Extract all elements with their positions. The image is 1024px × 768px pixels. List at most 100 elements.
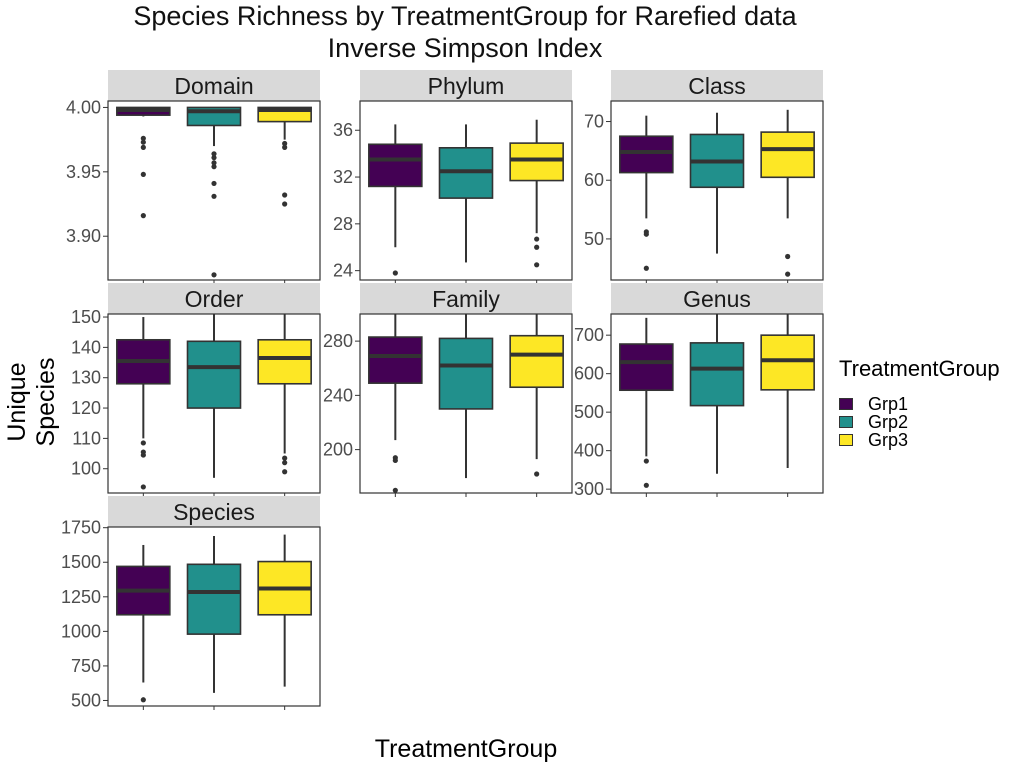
y-tick-label: 750 — [71, 656, 101, 676]
outlier-point — [282, 460, 288, 466]
outlier-point — [140, 452, 146, 458]
facet-strip — [360, 283, 572, 314]
outlier-point — [140, 171, 146, 178]
panel-border — [610, 100, 824, 281]
box-grp3 — [760, 334, 815, 391]
facet-order: Order 100 110 120 130 140 150 — [71, 283, 321, 497]
y-tick-label: 130 — [71, 368, 101, 388]
outlier-point — [140, 440, 146, 446]
facet-strip — [108, 283, 320, 314]
outlier-point — [534, 471, 540, 477]
panel-border — [359, 313, 573, 494]
outlier-point — [140, 144, 146, 150]
outlier-point — [392, 457, 398, 464]
box-grp1 — [619, 135, 674, 174]
panel-border — [610, 313, 824, 494]
facet-domain: Domain 3.90 3.95 4.00 — [66, 70, 321, 284]
box-grp3 — [509, 334, 564, 389]
outlier-point — [140, 697, 146, 703]
facet-strip — [611, 283, 823, 314]
facet-strip-label: Class — [688, 73, 746, 99]
facet-family: Family 200 240 280 — [323, 283, 573, 497]
outlier-point — [534, 262, 540, 268]
panel-border — [107, 526, 321, 707]
facet-strip-label: Species — [173, 499, 255, 525]
y-tick-label: 500 — [574, 402, 604, 422]
outlier-point — [140, 139, 146, 145]
chart-subtitle: Inverse Simpson Index — [327, 33, 603, 63]
y-tick-label: 110 — [72, 428, 101, 448]
outlier-point — [140, 484, 146, 490]
y-tick-label: 140 — [71, 337, 101, 357]
box-grp3 — [509, 142, 564, 182]
outlier-point — [282, 469, 288, 475]
box-grp3 — [760, 131, 815, 179]
y-axis-label: Unique Species — [3, 357, 60, 447]
legend-key-grp1 — [839, 398, 853, 410]
outlier-point — [211, 151, 217, 157]
y-tick-label: 36 — [333, 120, 353, 140]
y-tick-label: 4.00 — [66, 97, 101, 117]
box-grp1 — [368, 336, 423, 384]
y-tick-label: 400 — [574, 441, 604, 461]
outlier-point — [140, 135, 146, 141]
box-grp1 — [619, 343, 674, 392]
outlier-point — [211, 193, 217, 199]
facet-strip-label: Genus — [683, 286, 751, 312]
legend-title: TreatmentGroup — [839, 356, 1000, 381]
outlier-point — [282, 455, 288, 461]
y-tick-label: 1250 — [61, 587, 101, 607]
outlier-point — [643, 458, 649, 464]
y-tick-label: 70 — [584, 112, 604, 132]
outlier-point — [643, 265, 649, 271]
facet-strip — [360, 70, 572, 101]
facet-strip-label: Phylum — [428, 73, 505, 99]
y-tick-label: 200 — [323, 440, 353, 460]
outlier-point — [392, 270, 398, 276]
x-axis-label: TreatmentGroup — [374, 735, 558, 763]
y-tick-label: 3.90 — [66, 226, 101, 246]
legend-label-grp1: Grp1 — [868, 394, 909, 414]
y-tick-label: 60 — [584, 170, 604, 190]
y-tick-label: 300 — [574, 479, 604, 499]
box-grp3 — [257, 338, 312, 385]
legend-label-grp2: Grp2 — [868, 412, 909, 432]
outlier-point — [211, 272, 217, 278]
y-tick-label: 100 — [71, 459, 101, 479]
y-tick-label: 24 — [333, 261, 353, 281]
y-tick-label: 3.95 — [66, 162, 101, 182]
y-tick-label: 1500 — [61, 552, 101, 572]
legend-label-grp3: Grp3 — [868, 430, 909, 450]
outlier-point — [211, 155, 217, 161]
box-grp1 — [368, 143, 423, 188]
legend-key-grp3 — [839, 434, 853, 446]
y-tick-label: 600 — [574, 364, 604, 384]
y-tick-label: 28 — [333, 214, 353, 234]
facet-strip — [108, 70, 320, 101]
outlier-point — [282, 144, 288, 150]
box-grp2 — [438, 337, 494, 410]
facet-strip — [611, 70, 823, 101]
y-tick-label: 240 — [323, 385, 353, 405]
panel-border — [107, 313, 321, 494]
outlier-point — [534, 236, 540, 242]
box-grp2 — [186, 563, 242, 635]
facet-strip — [108, 496, 320, 527]
legend-key-grp2 — [839, 416, 853, 428]
y-tick-label: 150 — [71, 307, 101, 327]
facet-strip-label: Family — [432, 286, 500, 312]
panel-border — [359, 100, 573, 281]
outlier-point — [140, 213, 146, 219]
y-tick-label: 700 — [574, 325, 604, 345]
outlier-point — [643, 231, 649, 237]
outlier-point — [282, 192, 288, 198]
facet-species: Species 500 750 1000 1250 1500 1750 — [61, 496, 321, 710]
facet-strip-label: Order — [185, 286, 244, 312]
panel-border — [107, 100, 321, 281]
outlier-point — [392, 487, 398, 493]
facet-strip-label: Domain — [174, 73, 253, 99]
outlier-point — [211, 164, 217, 170]
facet-phylum: Phylum 24 28 32 36 — [333, 70, 573, 284]
outlier-point — [785, 253, 791, 260]
y-tick-label: 1000 — [61, 621, 101, 641]
